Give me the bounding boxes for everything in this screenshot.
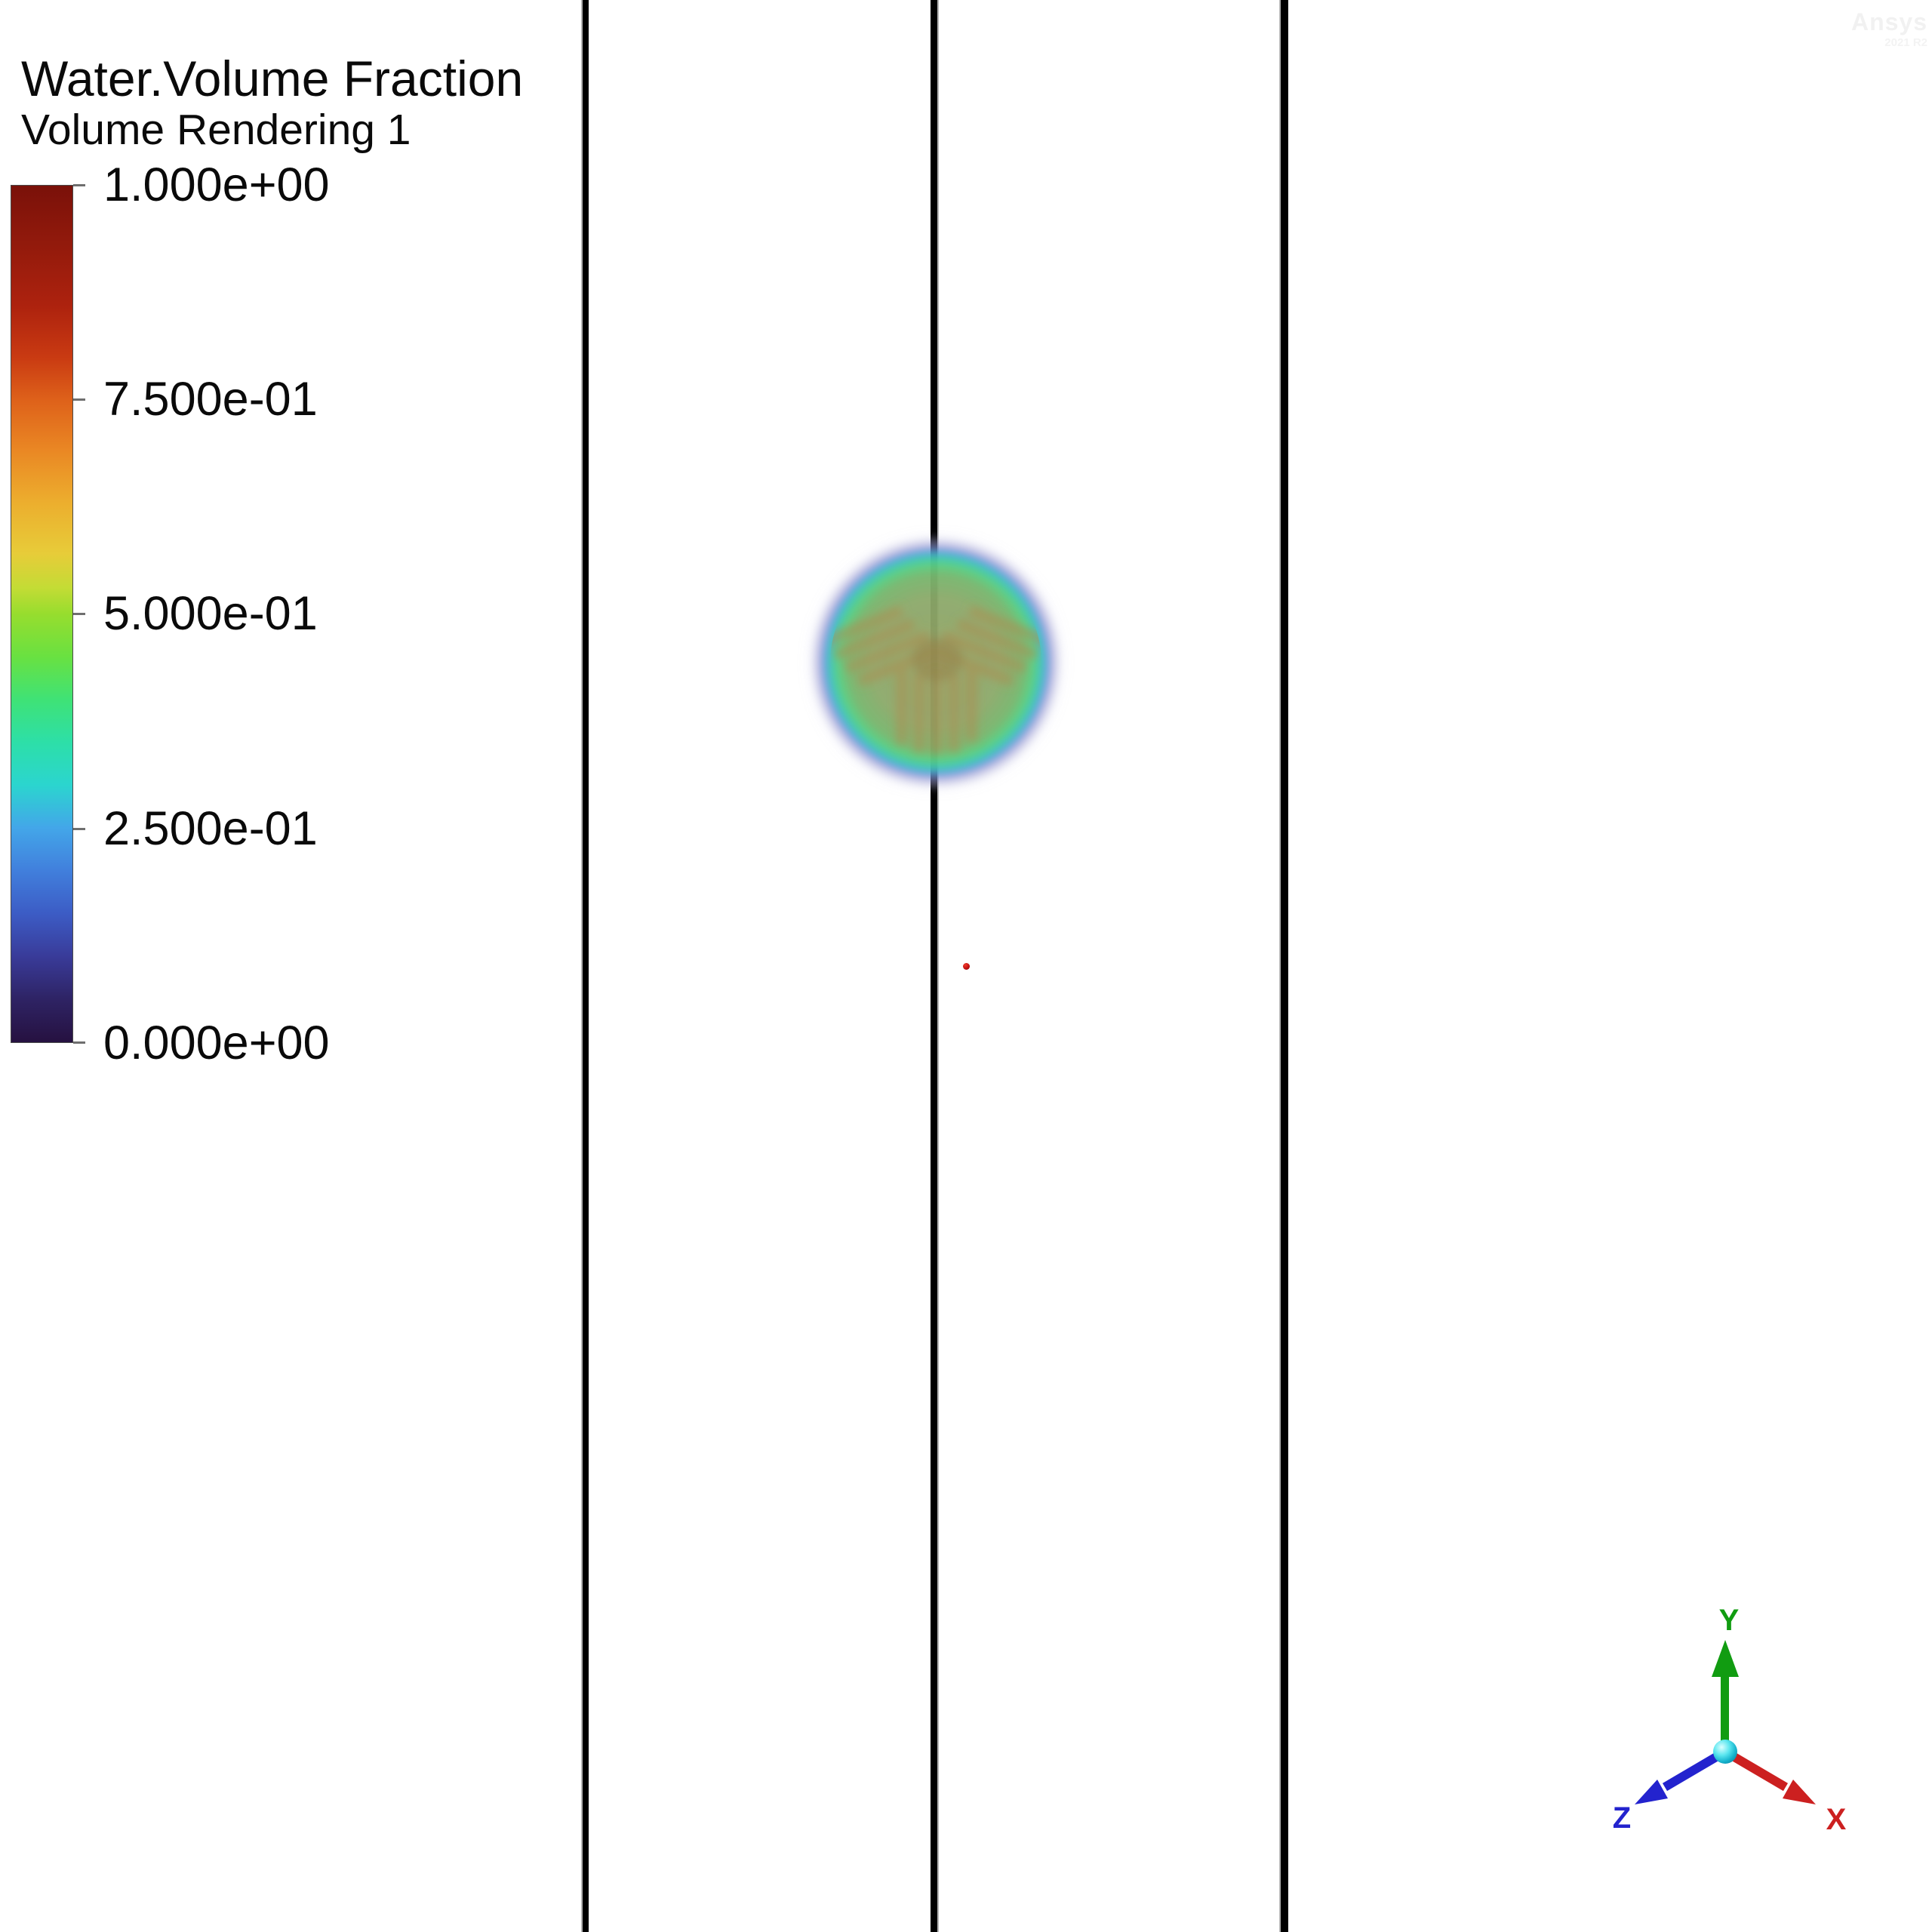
channel-wall-line-left — [581, 0, 589, 1932]
droplet-interior-pattern — [830, 605, 1041, 753]
ansys-watermark-version: 2021 R2 — [1884, 36, 1927, 49]
z-axis-label: Z — [1613, 1801, 1631, 1835]
axis-triad: Y Z X — [1613, 1604, 1847, 1836]
colorbar-tick-label: 0.000e+00 — [103, 1017, 330, 1069]
z-axis-arrow — [1635, 1747, 1728, 1804]
colorbar-tick — [73, 398, 85, 401]
channel-wall-line-right — [1279, 0, 1288, 1932]
y-axis-label: Y — [1719, 1604, 1740, 1637]
legend-title: Water.Volume Fraction — [21, 51, 524, 106]
triad-origin-sphere — [1713, 1740, 1737, 1764]
colorbar — [11, 185, 73, 1043]
x-axis-label: X — [1826, 1803, 1847, 1836]
channel-wall-line-center — [931, 0, 939, 1932]
colorbar-tick-label: 7.500e-01 — [103, 373, 318, 426]
colorbar-tick — [73, 184, 85, 186]
colorbar-tick-label: 1.000e+00 — [103, 158, 330, 211]
colorbar-tick — [73, 1041, 85, 1044]
colorbar-tick — [73, 828, 85, 830]
probe-point-marker — [963, 963, 970, 970]
legend-subtitle: Volume Rendering 1 — [21, 106, 411, 154]
ansys-watermark-brand: Ansys — [1850, 8, 1927, 35]
colorbar-tick — [73, 613, 85, 615]
y-axis-arrow — [1712, 1640, 1739, 1753]
colorbar-tick-label: 5.000e-01 — [103, 587, 318, 640]
x-axis-arrow — [1722, 1747, 1816, 1804]
ansys-watermark: Ansys 2021 R2 — [1851, 9, 1927, 49]
colorbar-tick-label: 2.500e-01 — [103, 802, 318, 855]
droplet-volume-rendering — [808, 534, 1064, 791]
